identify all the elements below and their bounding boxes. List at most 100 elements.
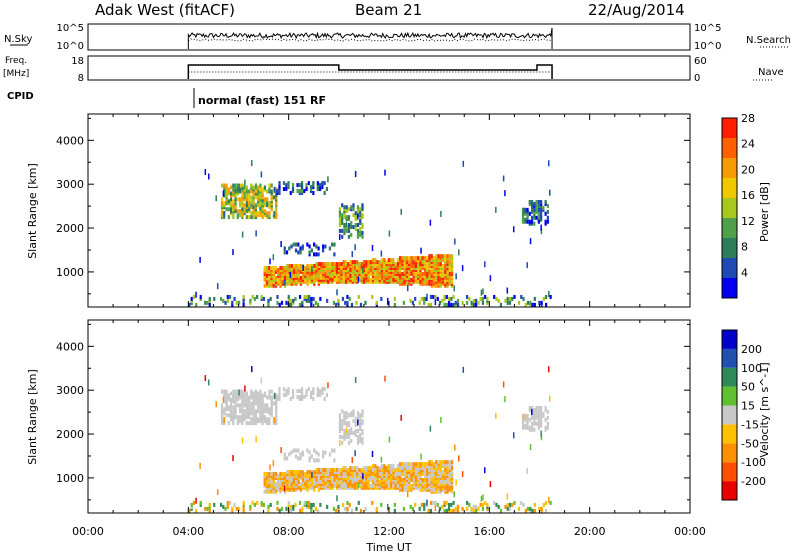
- velocity-cell: [357, 419, 359, 426]
- power-cell: [437, 254, 440, 259]
- velocity-cell: [268, 393, 271, 398]
- nsearch-tick-bottom: 10^0: [694, 41, 721, 52]
- velocity-cell: [236, 419, 239, 424]
- power-cell: [466, 300, 469, 305]
- power-cell: [317, 269, 320, 274]
- power-cell: [243, 195, 246, 200]
- velocity-cell: [530, 421, 534, 426]
- velocity-cell: [374, 464, 377, 469]
- velocity-cell: [401, 477, 404, 482]
- velocity-cell: [248, 395, 251, 400]
- velocity-cell: [506, 502, 509, 507]
- power-cell: [546, 203, 549, 208]
- velocity-cell: [300, 395, 304, 400]
- cpid-label: CPID: [7, 91, 34, 102]
- power-cell: [383, 258, 386, 263]
- power-cell: [493, 294, 496, 299]
- velocity-colorbar-tick: 100: [741, 362, 762, 375]
- velocity-cell: [359, 419, 362, 424]
- power-cell: [429, 302, 433, 307]
- power-cell: [524, 302, 527, 307]
- power-cell: [243, 203, 246, 208]
- power-cell: [278, 190, 281, 195]
- power-cell: [329, 273, 332, 278]
- velocity-cell: [263, 407, 267, 412]
- x-axis-label: Time UT: [365, 541, 411, 554]
- velocity-cell: [408, 462, 411, 467]
- velocity-cell: [321, 387, 324, 392]
- power-cell: [272, 187, 276, 192]
- power-cell: [484, 294, 487, 299]
- velocity-cell: [426, 477, 429, 482]
- power-colorbar-tick: 4: [741, 266, 748, 279]
- velocity-colorbar-swatch: [722, 462, 737, 482]
- velocity-cell: [477, 506, 480, 511]
- power-cell: [360, 262, 363, 267]
- power-cell: [316, 181, 319, 186]
- velocity-cell: [243, 409, 246, 414]
- power-cell: [206, 300, 209, 305]
- velocity-cell: [348, 502, 351, 507]
- velocity-cell: [452, 508, 455, 513]
- power-cell: [443, 294, 446, 299]
- power-cell: [239, 183, 242, 188]
- power-cell: [390, 277, 393, 282]
- velocity-cell: [222, 504, 225, 509]
- power-cell: [526, 219, 529, 224]
- velocity-cell: [335, 481, 339, 486]
- power-cell: [392, 258, 395, 263]
- power-cell: [307, 294, 311, 299]
- velocity-cell: [369, 483, 372, 488]
- power-cell: [236, 197, 239, 202]
- velocity-cell: [434, 500, 437, 505]
- velocity-cell: [223, 389, 226, 394]
- power-cell: [453, 285, 456, 292]
- velocity-cell: [241, 399, 244, 404]
- power-cell: [475, 298, 478, 303]
- velocity-cell: [324, 468, 327, 473]
- power-cell: [227, 207, 230, 212]
- velocity-cell: [328, 452, 331, 457]
- power-cell: [242, 302, 245, 307]
- velocity-cell: [350, 430, 353, 435]
- velocity-cell: [533, 419, 536, 424]
- velocity-cell: [239, 395, 242, 400]
- power-cell: [524, 207, 527, 212]
- power-cell: [234, 193, 237, 198]
- power-cell: [533, 201, 536, 206]
- velocity-cell: [298, 389, 301, 394]
- power-cell: [234, 201, 237, 206]
- velocity-cell: [512, 432, 515, 439]
- velocity-cell: [265, 475, 269, 480]
- power-cell: [225, 189, 228, 194]
- velocity-cell: [436, 502, 439, 507]
- velocity-cell: [545, 508, 548, 513]
- power-cell: [241, 193, 244, 198]
- power-cell: [450, 302, 453, 307]
- power-cell: [324, 271, 327, 276]
- velocity-cell: [296, 395, 299, 400]
- velocity-cell: [207, 379, 210, 386]
- power-cell: [535, 215, 538, 220]
- power-cell: [261, 215, 264, 220]
- power-cell: [423, 296, 426, 301]
- power-cell: [319, 183, 322, 188]
- velocity-cell: [340, 471, 343, 476]
- power-cell: [393, 296, 396, 301]
- velocity-cell: [344, 466, 348, 471]
- velocity-cell: [280, 506, 284, 511]
- power-cell: [354, 226, 357, 231]
- power-cell: [236, 183, 239, 188]
- power-cell: [531, 202, 533, 209]
- power-cell: [252, 199, 255, 204]
- power-cell: [251, 160, 253, 167]
- power-cell: [384, 169, 386, 176]
- power-cell: [409, 298, 412, 303]
- power-cell: [434, 299, 437, 306]
- power-cell: [344, 260, 348, 265]
- power-cell: [535, 203, 538, 208]
- velocity-cell: [421, 466, 424, 471]
- velocity-cell: [445, 508, 448, 513]
- power-cell: [239, 197, 242, 202]
- power-cell: [526, 207, 529, 212]
